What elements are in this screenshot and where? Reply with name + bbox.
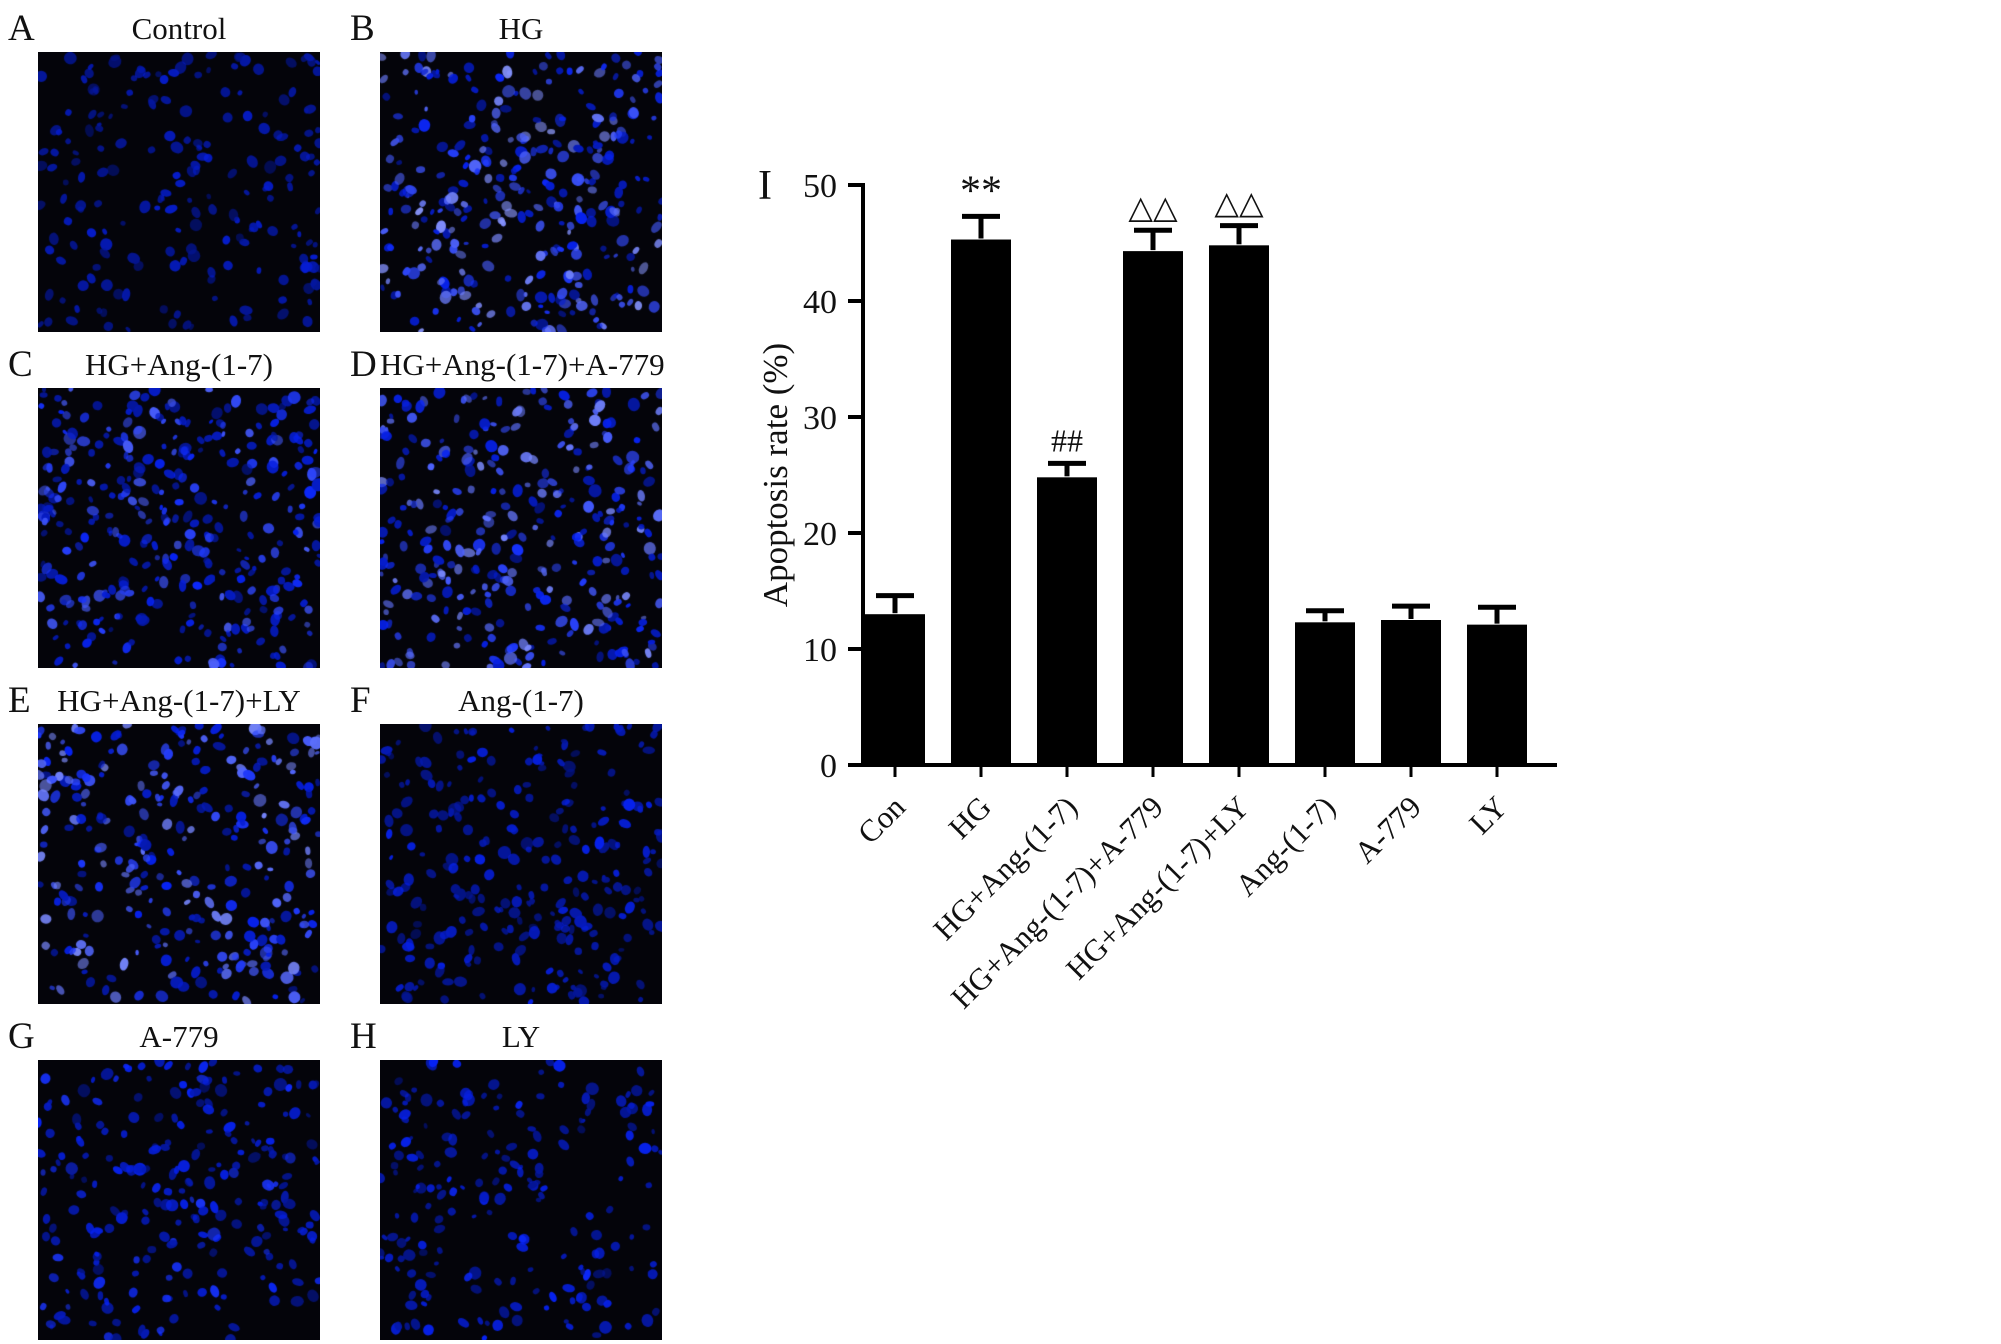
x-tick-label: A-779 [1347,789,1428,870]
x-tick-label: LY [1462,789,1514,841]
panel-ang: F Ang-(1-7) [350,678,672,1004]
panel-hg-ang: C HG+Ang-(1-7) [8,342,330,668]
significance-annotation: △△ [1128,189,1178,225]
panel-letter: D [350,344,377,385]
panel-hg-ang-a779: D HG+Ang-(1-7)+A-779 [350,342,672,668]
panel-hg: B HG [350,6,672,332]
significance-annotation: △△ [1214,185,1264,221]
panel-header: B HG [350,6,672,52]
micrograph-ang [380,724,662,1004]
micrograph-control [38,52,320,332]
panel-header: D HG+Ang-(1-7)+A-779 [350,342,672,388]
significance-annotation: ** [960,168,1002,214]
micrograph-hg-ang-a779 [380,388,662,668]
x-tick-label: Con [851,789,913,851]
y-tick-label: 0 [820,748,837,785]
micrograph-hg [380,52,662,332]
bar-Ang-(1-7) [1295,622,1355,765]
panel-title: Control [131,11,227,46]
bar-HG [951,239,1011,765]
panel-a779: G A-779 [8,1014,330,1340]
y-axis-label: Apoptosis rate (%) [756,343,795,607]
panel-title: HG [498,11,544,46]
bar-HG+Ang-(1-7) [1037,477,1097,765]
panel-title: HG+Ang-(1-7)+A-779 [380,347,665,382]
y-tick-label: 30 [803,400,837,437]
micrograph-ly [380,1060,662,1340]
panel-header: G A-779 [8,1014,330,1060]
micrograph-hg-ang [38,388,320,668]
panel-letter: E [8,680,31,721]
bar-Con [865,614,925,765]
panel-title: HG+Ang-(1-7) [85,347,273,382]
panel-letter: G [8,1016,35,1057]
panel-letter: A [8,8,35,49]
panel-header: H LY [350,1014,672,1060]
panel-control: A Control [8,6,330,332]
panel-header: C HG+Ang-(1-7) [8,342,330,388]
bar-LY [1467,624,1527,765]
panel-header: F Ang-(1-7) [350,678,672,724]
significance-annotation: ## [1051,422,1083,458]
panel-ly: H LY [350,1014,672,1340]
y-tick-label: 20 [803,516,837,553]
panel-title: LY [501,1019,541,1054]
y-tick-label: 50 [803,168,837,205]
panel-title: HG+Ang-(1-7)+LY [57,683,301,718]
y-tick-label: 40 [803,284,837,321]
panel-letter: F [350,680,371,721]
bar-HG+Ang-(1-7)+A-779 [1123,251,1183,765]
micrograph-a779 [38,1060,320,1340]
panel-letter: B [350,8,375,49]
x-tick-label: HG [942,789,998,845]
bar-A-779 [1381,620,1441,765]
panel-header: A Control [8,6,330,52]
y-tick-label: 10 [803,632,837,669]
panel-title: Ang-(1-7) [458,683,584,718]
panel-hg-ang-ly: E HG+Ang-(1-7)+LY [8,678,330,1004]
micrograph-hg-ang-ly [38,724,320,1004]
chart-panel-letter: I [758,163,772,209]
panel-letter: C [8,344,33,385]
panel-letter: H [350,1016,377,1057]
panel-header: E HG+Ang-(1-7)+LY [8,678,330,724]
panel-title: A-779 [139,1019,219,1054]
bar-HG+Ang-(1-7)+LY [1209,245,1269,765]
